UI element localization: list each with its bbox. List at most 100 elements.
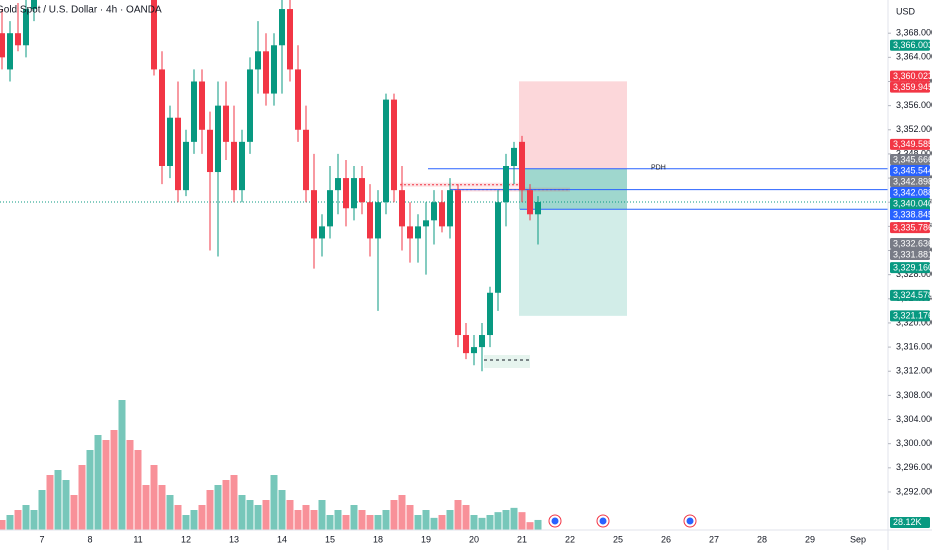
candle-body [23,9,29,46]
volume-bar [502,510,510,530]
price-label: 3,340.040 [893,198,932,208]
x-tick-label: 18 [373,534,383,544]
candle-body [151,0,157,70]
price-label-bg [890,310,930,322]
volume-bar [142,485,150,530]
y-tick-label: 3,328.000 [896,269,932,279]
event-icon [686,517,694,525]
volume-bar [342,515,350,530]
volume-bar [54,470,62,530]
y-tick-label: 3,356.000 [896,100,932,110]
candle-body [535,201,541,215]
volume-bar [0,520,6,530]
x-tick-label: 27 [709,534,719,544]
chart-title: Gold Spot / U.S. Dollar · 4h · OANDA [0,5,162,16]
currency: USD [896,6,916,16]
event-icons [548,514,697,528]
volume-bar [198,505,206,530]
y-tick-label: 3,292.000 [896,486,932,496]
candle-body [271,45,277,94]
volume-bar [334,510,342,530]
volume-bar [230,475,238,530]
price-label: 3,345.544 [893,165,932,175]
price-label: 3,324.578 [893,290,932,300]
price-label-bg [890,70,930,82]
volume-bar [70,495,78,530]
x-tick-label: 28 [757,534,767,544]
candle-body [327,190,333,227]
target-zone [519,168,627,316]
volume-bar [102,440,110,530]
volume-bar [374,515,382,530]
candle-body [503,166,509,203]
price-label: 3,335.786 [893,223,932,233]
price-label: 3,342.898 [893,176,932,186]
volume-bar [6,515,14,530]
y-tick-label: 3,300.000 [896,438,932,448]
candle-body [375,202,381,239]
volume-bar [518,512,526,530]
volume-bar [62,480,70,530]
price-label-bg [890,176,930,188]
volume-bar [30,510,38,530]
y-tick-label: 3,348.000 [896,148,932,158]
x-tick-label: 8 [87,534,92,544]
candle-body [223,105,229,142]
candle-body [399,190,405,227]
candle-body [15,33,21,46]
volume-bar [398,495,406,530]
y-tick-label: 3,316.000 [896,341,932,351]
price-label-bg [890,187,930,199]
volume-bar [470,515,478,530]
volume-bar [382,510,390,530]
price-label-bg [890,262,930,274]
volume-bar [310,510,318,530]
x-tick-label: 7 [39,534,44,544]
volume-bar [446,510,454,530]
volume-bar [270,475,278,530]
volume-bar [510,507,518,530]
price-label-bg [890,165,930,177]
candle-body [351,178,357,209]
y-tick-label: 3,304.000 [896,414,932,424]
volume-bar [318,500,326,530]
price-label: 3,349.585 [893,139,932,149]
candle-body [175,117,181,191]
volume-bar [438,515,446,530]
volume-bar [478,517,486,530]
price-label: 3,338.845 [893,209,932,219]
y-tick-label: 3,296.000 [896,462,932,472]
y-tick-label: 3,364.000 [896,52,932,62]
volume-bar [46,475,54,530]
volume-bar [302,505,310,530]
candle-body [447,190,453,227]
candle-body [183,141,189,191]
x-tick-label: 26 [661,534,671,544]
candle-body [295,69,301,130]
x-tick-label: 19 [421,534,431,544]
volume-bar [94,435,102,530]
candle-body [487,292,493,336]
volume-bar [358,510,366,530]
volume-bar [38,490,46,530]
zone [484,355,530,368]
price-label-bg [890,209,930,221]
x-tick-label: 22 [565,534,575,544]
candle-body [247,69,253,142]
volume-bar [22,505,30,530]
volume-bar [174,505,182,530]
candle-body [319,226,325,239]
volume-bar [494,512,502,530]
x-tick-label: Sep [850,534,866,544]
x-tick-label: 20 [469,534,479,544]
candle-body [159,69,165,167]
candle-body [31,0,37,10]
volume-bar [262,500,270,530]
price-label: 3,360.023 [893,71,932,81]
volume-bar [350,505,358,530]
volume-bar [118,400,126,530]
x-tick-label: 29 [805,534,815,544]
candle-body [207,129,213,173]
volume-bar [534,519,542,530]
